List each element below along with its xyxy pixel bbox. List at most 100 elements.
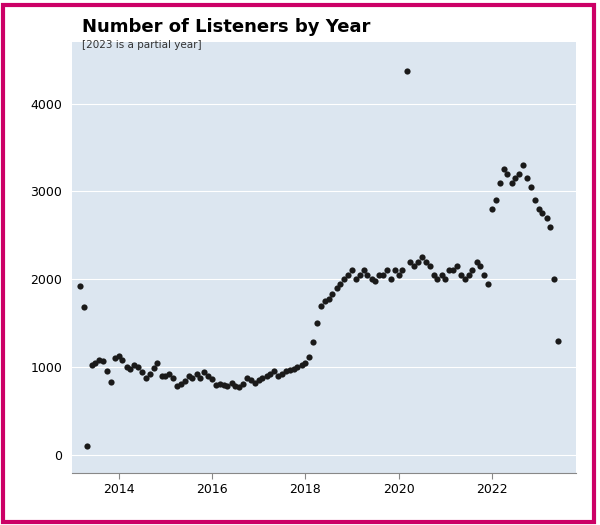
Point <box>246 376 256 384</box>
Point <box>433 275 442 284</box>
Point <box>164 370 174 379</box>
Point <box>316 301 326 310</box>
Point <box>530 196 540 204</box>
Point <box>549 275 559 284</box>
Point <box>215 380 225 388</box>
Point <box>274 372 283 380</box>
Point <box>409 262 419 270</box>
Point <box>464 270 473 279</box>
Point <box>196 374 205 383</box>
Point <box>472 257 481 266</box>
Point <box>320 297 330 306</box>
Point <box>157 372 166 380</box>
Point <box>141 374 151 383</box>
Point <box>394 270 403 279</box>
Point <box>301 359 310 367</box>
Point <box>382 266 392 275</box>
Point <box>219 381 229 389</box>
Point <box>285 365 295 374</box>
Point <box>176 380 185 388</box>
Point <box>188 374 197 383</box>
Point <box>211 381 221 389</box>
Point <box>137 368 147 376</box>
Point <box>456 270 466 279</box>
Point <box>293 363 302 371</box>
Point <box>230 382 240 391</box>
Point <box>491 196 500 204</box>
Point <box>277 370 287 379</box>
Point <box>289 365 298 373</box>
Point <box>199 368 209 376</box>
Point <box>467 266 477 275</box>
Point <box>110 354 120 362</box>
Point <box>87 361 97 370</box>
Point <box>444 266 454 275</box>
Point <box>324 295 334 303</box>
Point <box>91 359 100 367</box>
Point <box>421 257 431 266</box>
Point <box>169 373 178 382</box>
Point <box>367 275 376 284</box>
Point <box>398 266 407 275</box>
Point <box>351 275 361 284</box>
Point <box>332 284 341 292</box>
Point <box>413 257 423 266</box>
Point <box>522 174 532 182</box>
Point <box>242 374 252 383</box>
Point <box>257 373 267 382</box>
Point <box>371 277 380 285</box>
Point <box>503 170 512 178</box>
Point <box>495 178 505 187</box>
Point <box>149 364 158 372</box>
Point <box>297 361 307 370</box>
Point <box>223 381 232 390</box>
Point <box>538 209 547 217</box>
Point <box>125 365 135 373</box>
Point <box>180 377 190 385</box>
Point <box>362 270 372 279</box>
Point <box>152 359 162 367</box>
Point <box>526 183 536 191</box>
Point <box>328 290 337 298</box>
Point <box>507 178 517 187</box>
Point <box>406 257 415 266</box>
Point <box>238 380 248 388</box>
Point <box>145 370 155 379</box>
Point <box>437 270 446 279</box>
Point <box>359 266 368 275</box>
Point <box>203 372 213 380</box>
Point <box>374 270 384 279</box>
Point <box>511 174 520 182</box>
Point <box>534 205 544 213</box>
Point <box>487 205 497 213</box>
Point <box>545 222 555 230</box>
Point <box>514 170 524 178</box>
Point <box>172 382 182 391</box>
Point <box>118 356 127 364</box>
Text: Number of Listeners by Year: Number of Listeners by Year <box>82 18 370 36</box>
Point <box>440 275 450 284</box>
Point <box>102 366 112 375</box>
Point <box>207 375 217 384</box>
Point <box>355 270 365 279</box>
Point <box>129 361 139 370</box>
Point <box>304 352 314 361</box>
Point <box>417 253 427 261</box>
Point <box>402 67 412 75</box>
Point <box>347 266 357 275</box>
Point <box>390 266 400 275</box>
Point <box>254 376 263 384</box>
Point <box>106 378 116 386</box>
Point <box>98 356 108 365</box>
Point <box>452 262 462 270</box>
Point <box>335 279 345 288</box>
Point <box>479 270 489 279</box>
Point <box>308 338 318 347</box>
Point <box>227 379 236 387</box>
Point <box>425 262 435 270</box>
Point <box>460 275 470 284</box>
Point <box>379 270 388 279</box>
Point <box>122 363 131 371</box>
Point <box>79 303 88 311</box>
Text: [2023 is a partial year]: [2023 is a partial year] <box>82 40 202 50</box>
